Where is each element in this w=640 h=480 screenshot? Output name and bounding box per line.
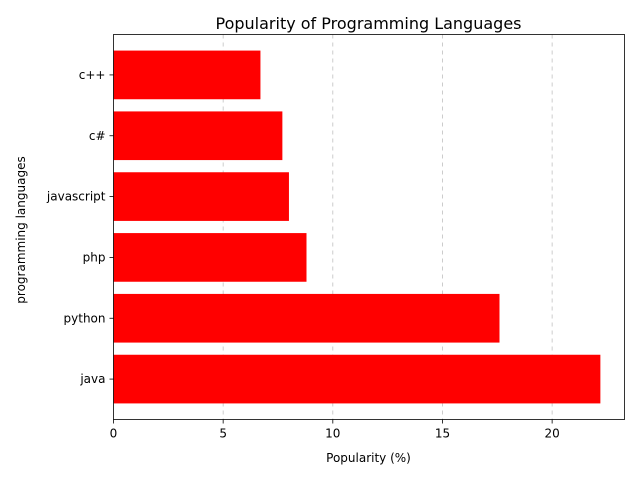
- x-tick-label: 10: [325, 427, 340, 441]
- x-axis-label: Popularity (%): [326, 451, 411, 465]
- bar-python: [113, 293, 500, 343]
- plot-frame: [113, 34, 625, 420]
- bar-c++: [113, 50, 261, 100]
- y-tick-label: python: [64, 311, 106, 325]
- y-axis-label: programming languages: [14, 156, 28, 303]
- y-tick-label: php: [83, 250, 106, 264]
- bar-java: [113, 354, 601, 404]
- x-tick-label: 5: [219, 427, 227, 441]
- y-tick-label: c++: [79, 68, 106, 82]
- y-tick-label: c#: [89, 129, 106, 143]
- y-axis-ticks: java python php javascript c# c++: [46, 68, 114, 386]
- x-tick-label: 0: [110, 427, 118, 441]
- x-tick-label: 15: [435, 427, 450, 441]
- x-tick-label: 20: [544, 427, 559, 441]
- bar-javascript: [113, 172, 289, 221]
- y-tick-label: javascript: [46, 190, 106, 204]
- x-axis-ticks: 0 5 10 15 20: [110, 419, 560, 441]
- y-tick-label: java: [79, 372, 105, 386]
- chart-title: Popularity of Programming Languages: [216, 14, 522, 33]
- bar-php: [113, 233, 307, 282]
- bar-c#: [113, 111, 283, 161]
- bars: [113, 50, 601, 404]
